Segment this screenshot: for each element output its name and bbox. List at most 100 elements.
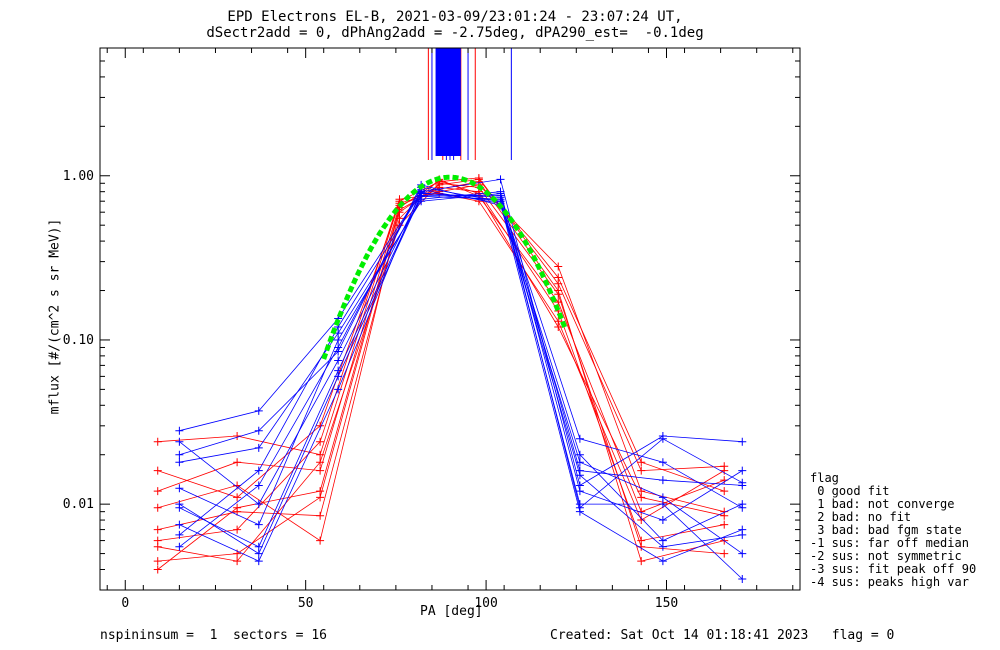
data-point	[395, 195, 404, 204]
data-point	[738, 437, 747, 446]
data-point	[720, 549, 729, 558]
data-point	[254, 500, 263, 509]
data-point	[175, 542, 184, 551]
legend-entry: -4 sus: peaks high var	[810, 575, 969, 589]
data-point	[175, 530, 184, 539]
series-line-1	[157, 186, 725, 562]
data-point	[738, 549, 747, 558]
data-point	[637, 466, 646, 475]
series-line-17	[179, 194, 743, 548]
data-point	[738, 478, 747, 487]
data-point	[153, 466, 162, 475]
data-point	[316, 437, 325, 446]
data-point	[637, 458, 646, 467]
legend-entry: -1 sus: far off median	[810, 536, 969, 550]
data-point	[720, 466, 729, 475]
data-point	[316, 511, 325, 520]
data-point	[334, 366, 343, 375]
data-point	[233, 432, 242, 441]
x-tick-label: 100	[474, 596, 497, 611]
data-point	[334, 356, 343, 365]
x-tick-label: 50	[298, 596, 314, 611]
data-point	[334, 385, 343, 394]
data-point	[658, 516, 667, 525]
data-point	[658, 542, 667, 551]
data-point	[554, 322, 563, 331]
y-tick-label: 1.00	[63, 169, 94, 184]
data-point	[153, 542, 162, 551]
data-point	[658, 557, 667, 566]
data-point	[153, 565, 162, 574]
series-line-16	[179, 184, 743, 554]
data-point	[554, 273, 563, 282]
series-line-11	[179, 186, 743, 548]
data-point	[175, 450, 184, 459]
data-point	[496, 175, 505, 184]
data-point	[316, 466, 325, 475]
data-point	[738, 503, 747, 512]
data-point	[637, 557, 646, 566]
data-point	[417, 188, 426, 197]
data-point	[575, 434, 584, 443]
y-tick-label: 0.10	[63, 333, 94, 348]
legend-entry: 1 bad: not converge	[810, 497, 955, 511]
data-point	[175, 520, 184, 529]
footer-right: Created: Sat Oct 14 01:18:41 2023 flag =…	[550, 628, 895, 643]
data-point	[175, 484, 184, 493]
data-point	[658, 476, 667, 485]
data-point	[254, 481, 263, 490]
vertical-line-band	[435, 48, 461, 156]
legend-entry: -3 sus: fit peak off 90	[810, 562, 977, 576]
data-point	[254, 443, 263, 452]
series-line-0	[157, 177, 725, 472]
data-point	[575, 471, 584, 480]
data-point	[720, 511, 729, 520]
data-point	[175, 503, 184, 512]
data-point	[254, 426, 263, 435]
chart-title: EPD Electrons EL-B, 2021-03-09/23:01:24 …	[227, 9, 683, 25]
legend-entry: -2 sus: not symmetric	[810, 549, 962, 563]
x-tick-label: 150	[655, 596, 678, 611]
data-point	[334, 347, 343, 356]
data-point	[153, 525, 162, 534]
data-point	[316, 536, 325, 545]
data-point	[254, 542, 263, 551]
data-point	[738, 530, 747, 539]
series-line-9	[179, 178, 743, 487]
data-point	[316, 487, 325, 496]
data-point	[658, 434, 667, 443]
vertical-lines	[427, 48, 512, 160]
data-point	[554, 290, 563, 299]
data-point	[720, 520, 729, 529]
plot-frame	[99, 47, 801, 591]
data-point	[233, 557, 242, 566]
data-point	[175, 426, 184, 435]
y-tick-label: 0.01	[63, 497, 94, 512]
data-point	[233, 458, 242, 467]
legend-title: flag	[810, 471, 839, 485]
data-point	[575, 487, 584, 496]
series-line-12	[179, 193, 743, 486]
data-point	[334, 335, 343, 344]
x-axis-label: PA [deg]	[420, 604, 483, 619]
data-point	[575, 503, 584, 512]
data-point	[738, 575, 747, 584]
data-point	[175, 458, 184, 467]
data-point	[738, 466, 747, 475]
data-point	[720, 487, 729, 496]
legend-entry: 0 good fit	[810, 484, 890, 498]
data-point	[153, 487, 162, 496]
chart-subtitle: dSectr2add = 0, dPhAng2add = -2.75deg, d…	[206, 25, 704, 41]
fit-curve	[321, 174, 568, 360]
data-point	[233, 503, 242, 512]
axes: 0 50 100 150 0.01 0.10 1.00	[63, 47, 801, 611]
x-tick-label: 0	[121, 596, 129, 611]
data-point	[233, 493, 242, 502]
data-point	[474, 175, 483, 184]
data-point	[254, 549, 263, 558]
series-line-18	[179, 192, 743, 548]
data-point	[658, 458, 667, 467]
data-point	[153, 557, 162, 566]
fit-curve-group	[321, 174, 568, 360]
